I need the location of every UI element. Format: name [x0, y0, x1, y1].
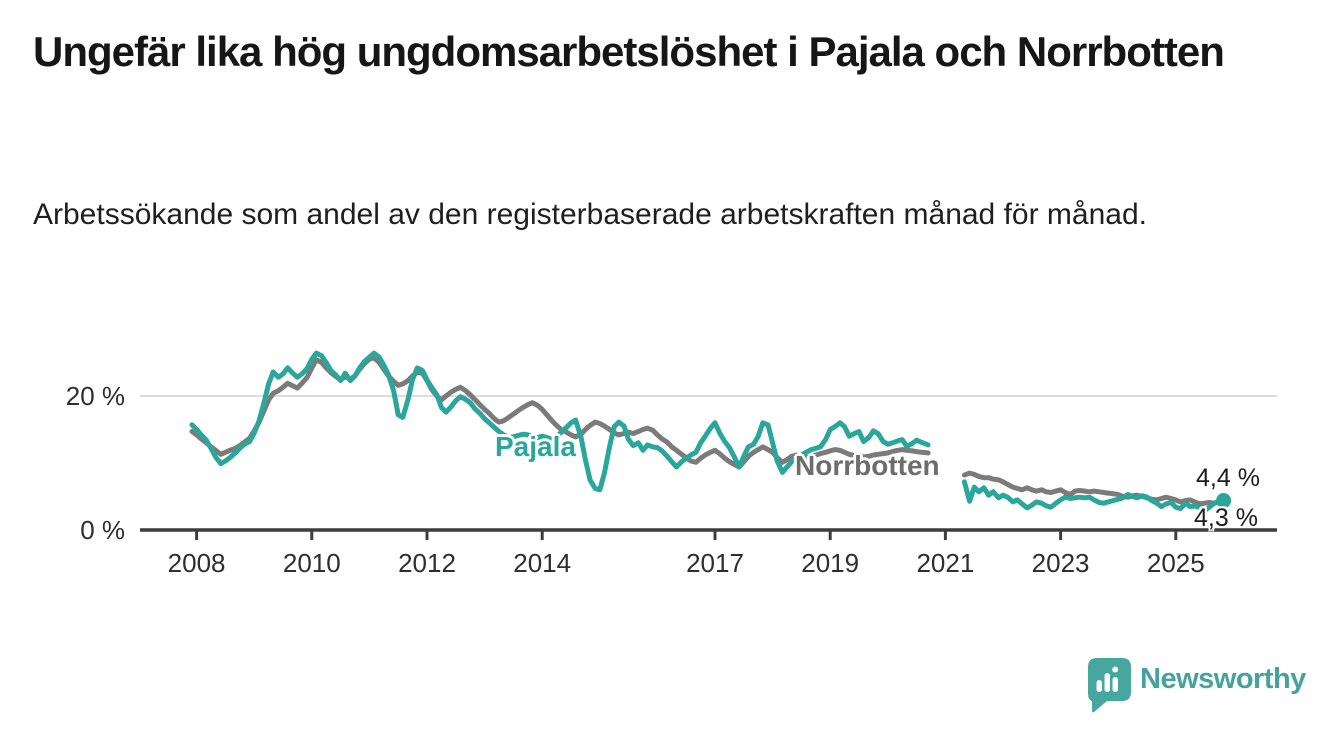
pajala-line-segment-1: [189, 350, 931, 493]
pajala-line-segment-2: [961, 479, 1227, 514]
norrbotten-series-label: Norrbotten: [795, 450, 940, 481]
y-axis-tick-label-0: 0 %: [80, 515, 125, 545]
y-axis-tick-label-20: 20 %: [65, 381, 125, 411]
norrbotten-line-segment-2: [961, 470, 1227, 507]
pajala-end-value-label: 4,4 %: [1196, 464, 1260, 492]
x-axis-tick-label-2012: 2012: [398, 548, 456, 578]
x-axis-tick-label-2025: 2025: [1146, 548, 1205, 578]
newsworthy-logo: Newsworthy: [1086, 654, 1316, 714]
page-title: Ungefär lika hög ungdomsarbetslöshet i P…: [33, 28, 1225, 75]
x-axis-tick-label-2023: 2023: [1031, 548, 1090, 578]
x-axis-tick-label-2014: 2014: [513, 548, 572, 578]
x-axis-tick-label-2021: 2021: [916, 548, 975, 578]
pajala-end-dot: [1216, 493, 1232, 509]
x-axis-tick-label-2008: 2008: [167, 548, 226, 578]
x-axis-tick-label-2019: 2019: [801, 548, 860, 578]
pajala-series-label: Pajala: [495, 431, 576, 462]
x-axis-tick-label-2010: 2010: [282, 548, 341, 578]
page-subtitle: Arbetssökande som andel av den registerb…: [33, 198, 1147, 231]
x-axis-tick-label-2017: 2017: [686, 548, 744, 578]
norrbotten-end-value-label: 4,3 %: [1194, 504, 1258, 532]
newsworthy-logo-text: Newsworthy: [1140, 663, 1306, 695]
norrbotten-line-segment-1: [189, 355, 931, 470]
newsworthy-logo-icon: [1088, 658, 1131, 713]
